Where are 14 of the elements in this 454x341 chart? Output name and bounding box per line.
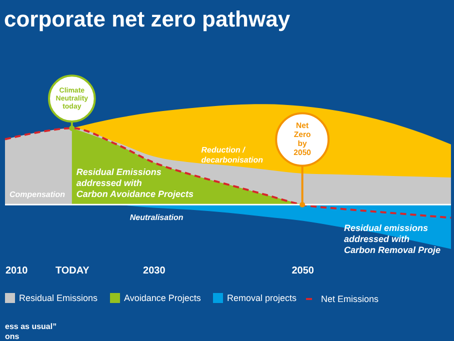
legend-label: Avoidance Projects (124, 293, 202, 303)
x-tick-label: 2050 (292, 266, 314, 276)
legend-label: Net Emissions (321, 294, 380, 304)
x-tick-label: 2030 (143, 266, 166, 276)
x-tick-label: 2010 (6, 266, 28, 276)
x-tick-label: TODAY (55, 266, 90, 276)
text: ess as usual” ons (5, 322, 57, 341)
annotation: Residual emissions addressed with Carbon Removal Proje (344, 223, 440, 255)
annotation: Reduction / decarbonisation (201, 145, 264, 164)
annotation: Neutralisation (130, 213, 184, 222)
legend-label: Residual Emissions (19, 293, 98, 303)
legend-label: Removal projects (227, 293, 298, 303)
annotation: Residual Emissions addressed with Carbon Avoidance Projects (76, 166, 194, 199)
chart-title: corporate net zero pathway (4, 6, 291, 32)
